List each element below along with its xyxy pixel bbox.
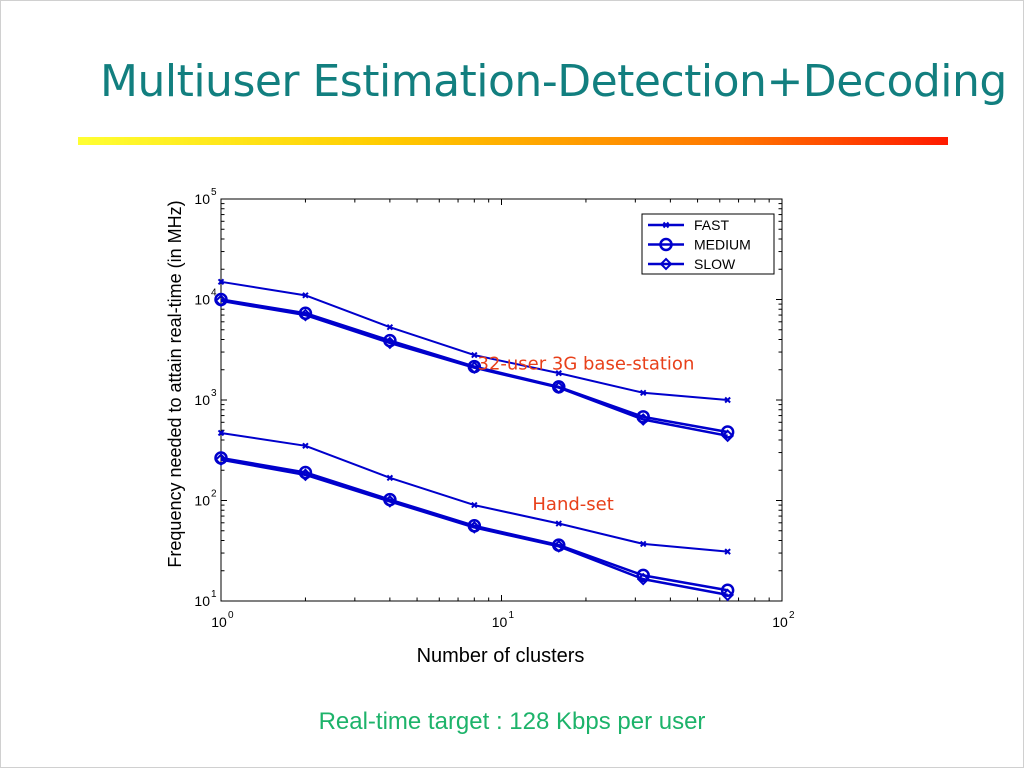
marker-circle bbox=[659, 237, 673, 252]
x-tick-exponent: 2 bbox=[789, 610, 795, 621]
marker-diamond bbox=[636, 413, 650, 426]
marker-x bbox=[555, 369, 562, 377]
marker-diamond bbox=[467, 361, 481, 375]
y-tick-exponent: 5 bbox=[211, 187, 217, 198]
legend-label: FAST bbox=[694, 217, 729, 233]
y-tick-label: 10 bbox=[194, 593, 210, 609]
marker-stroke bbox=[302, 442, 309, 450]
annotation-hand-set: Hand-set bbox=[532, 494, 613, 515]
marker-x bbox=[302, 292, 309, 299]
marker-stroke bbox=[471, 351, 478, 359]
marker-circle bbox=[298, 465, 313, 480]
series-medium bbox=[214, 451, 735, 597]
annotation-base-station: 32-user 3G base-station bbox=[478, 354, 695, 375]
marker-stroke bbox=[555, 520, 562, 527]
y-tick-exponent: 3 bbox=[211, 388, 217, 399]
marker-diamond bbox=[552, 539, 566, 553]
marker-x bbox=[555, 520, 562, 527]
marker-x bbox=[386, 474, 394, 482]
marker-x bbox=[386, 324, 394, 331]
marker-diamond bbox=[467, 520, 481, 534]
marker-diamond bbox=[383, 494, 397, 508]
series-line bbox=[220, 299, 728, 438]
marker-stroke bbox=[386, 324, 394, 331]
x-axis-label: Number of clusters bbox=[417, 645, 585, 667]
marker-diamond bbox=[636, 572, 650, 586]
marker-x bbox=[217, 429, 225, 437]
series-line bbox=[220, 431, 728, 553]
legend-item-fast: FAST bbox=[648, 217, 729, 233]
marker-diamond bbox=[214, 453, 228, 467]
legend-item-medium: MEDIUM bbox=[648, 237, 751, 253]
marker-stroke bbox=[639, 540, 647, 548]
marker-x bbox=[724, 548, 731, 555]
legend-label: MEDIUM bbox=[694, 237, 751, 253]
x-tick-label: 10 bbox=[492, 614, 508, 630]
series-fast bbox=[217, 278, 731, 404]
y-tick-label: 10 bbox=[194, 292, 210, 308]
marker-x bbox=[724, 396, 731, 404]
marker-circle bbox=[720, 425, 735, 439]
marker-stroke bbox=[471, 501, 478, 509]
marker-stroke bbox=[639, 389, 647, 396]
marker-x bbox=[471, 351, 478, 359]
marker-diamond bbox=[721, 429, 735, 443]
marker-stroke bbox=[662, 221, 670, 229]
series-line bbox=[220, 280, 728, 401]
marker-stroke bbox=[555, 369, 562, 377]
x-tick-exponent: 0 bbox=[228, 610, 234, 621]
marker-x bbox=[639, 389, 647, 396]
x-tick-label: 10 bbox=[211, 614, 227, 630]
marker-x bbox=[471, 501, 478, 509]
legend-label: SLOW bbox=[694, 256, 736, 272]
marker-x bbox=[302, 442, 309, 450]
slide-title: Multiuser Estimation-Detection+Decoding bbox=[100, 56, 1007, 107]
y-tick-exponent: 2 bbox=[211, 489, 217, 500]
series-slow bbox=[214, 453, 735, 602]
marker-diamond bbox=[299, 468, 312, 482]
y-tick-label: 10 bbox=[194, 191, 210, 207]
series-slow bbox=[214, 294, 735, 443]
y-tick-exponent: 4 bbox=[211, 288, 217, 299]
series-fast bbox=[217, 429, 731, 555]
marker-diamond bbox=[721, 588, 735, 602]
marker-circle bbox=[720, 583, 735, 597]
marker-stroke bbox=[217, 429, 225, 437]
footer-note: Real-time target : 128 Kbps per user bbox=[318, 708, 706, 735]
marker-stroke bbox=[302, 292, 309, 299]
legend-item-slow: SLOW bbox=[648, 256, 736, 272]
marker-diamond bbox=[552, 381, 566, 394]
marker-x bbox=[217, 278, 225, 286]
marker-x bbox=[662, 221, 670, 229]
marker-stroke bbox=[724, 548, 731, 555]
x-tick-exponent: 1 bbox=[509, 610, 515, 621]
y-tick-exponent: 1 bbox=[211, 589, 217, 600]
marker-diamond bbox=[214, 294, 228, 308]
marker-stroke bbox=[724, 396, 731, 404]
marker-diamond bbox=[383, 336, 397, 350]
series-line bbox=[220, 456, 728, 592]
title-underline bbox=[78, 137, 948, 145]
y-axis-label: Frequency needed to attain real-time (in… bbox=[165, 200, 185, 567]
marker-stroke bbox=[386, 474, 394, 482]
marker-stroke bbox=[217, 278, 225, 286]
marker-x bbox=[639, 540, 647, 548]
y-tick-label: 10 bbox=[194, 493, 210, 509]
x-tick-label: 10 bbox=[772, 614, 788, 630]
marker-diamond bbox=[659, 257, 673, 271]
legend: FAST MEDIUM SLOW bbox=[641, 213, 775, 275]
marker-diamond bbox=[299, 308, 312, 322]
series-line bbox=[220, 458, 728, 597]
y-tick-label: 10 bbox=[194, 392, 210, 408]
marker-circle bbox=[636, 568, 650, 583]
